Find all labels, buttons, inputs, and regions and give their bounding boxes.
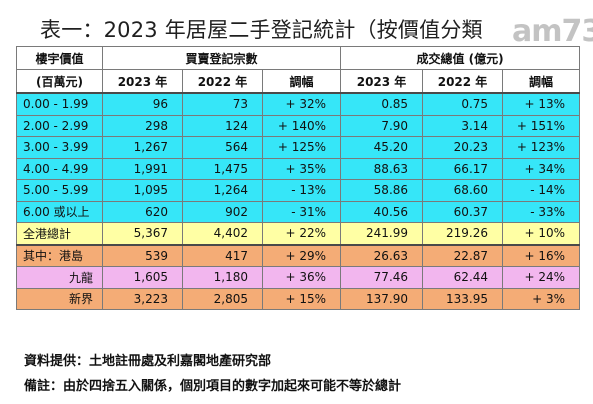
- reg-2023-cell: 298: [102, 114, 183, 137]
- val-2023-cell: 26.63: [340, 244, 424, 267]
- val-change-cell: + 10%: [502, 222, 581, 246]
- row-label: 3.00 - 3.99: [16, 136, 103, 159]
- val-2023-header: 2023 年: [340, 69, 424, 94]
- val-2022-cell: 20.23: [422, 136, 504, 159]
- reg-2023-cell: 1,267: [102, 136, 183, 159]
- reg-2022-cell: 417: [182, 244, 263, 267]
- val-2022-cell: 0.75: [422, 92, 504, 116]
- val-2023-cell: 0.85: [340, 92, 424, 116]
- reg-2022-cell: 902: [182, 200, 263, 223]
- reg-2023-cell: 1,605: [102, 266, 183, 289]
- val-2022-cell: 68.60: [422, 179, 504, 202]
- reg-2023-cell: 1,095: [102, 179, 183, 202]
- val-2022-cell: 219.26: [422, 222, 504, 246]
- row-label: 4.00 - 4.99: [16, 157, 103, 180]
- row-label: 0.00 - 1.99: [16, 92, 103, 116]
- val-change-cell: + 34%: [502, 157, 581, 180]
- val-2023-cell: 45.20: [340, 136, 424, 159]
- reg-change-cell: + 140%: [261, 114, 342, 137]
- val-change-cell: - 33%: [502, 200, 581, 223]
- val-2022-cell: 60.37: [422, 200, 504, 223]
- val-change-cell: - 14%: [502, 179, 581, 202]
- reg-change-header: 調幅: [261, 69, 342, 94]
- reg-2023-cell: 539: [102, 244, 183, 267]
- val-change-header: 調幅: [502, 69, 581, 94]
- reg-change-cell: + 125%: [261, 136, 342, 159]
- table-row: 3.00 - 3.99 1,267 564 + 125% 45.20 20.23…: [16, 136, 581, 159]
- watermark-logo: am730: [512, 14, 593, 49]
- reg-2023-cell: 620: [102, 200, 183, 223]
- row-label: 6.00 或以上: [16, 200, 103, 223]
- val-change-cell: + 123%: [502, 136, 581, 159]
- table-row: 其中：港島 539 417 + 29% 26.63 22.87 + 16%: [16, 244, 581, 267]
- price-band-unit-header: (百萬元): [16, 69, 103, 94]
- price-band-header: 樓宇價值: [16, 46, 103, 70]
- val-2023-cell: 77.46: [340, 266, 424, 289]
- reg-change-cell: + 15%: [261, 287, 342, 310]
- val-2023-cell: 88.63: [340, 157, 424, 180]
- reg-2022-cell: 1,475: [182, 157, 263, 180]
- val-2022-cell: 133.95: [422, 287, 504, 310]
- row-label: 2.00 - 2.99: [16, 114, 103, 137]
- reg-change-cell: + 32%: [261, 92, 342, 116]
- value-group-header: 成交總值 (億元): [340, 46, 581, 70]
- reg-2022-cell: 4,402: [182, 222, 263, 246]
- housing-statistics-table: 樓宇價值 買賣登記宗數 成交總值 (億元) (百萬元) 2023 年 2022 …: [16, 46, 581, 310]
- reg-2023-header: 2023 年: [102, 69, 183, 94]
- reg-change-cell: + 35%: [261, 157, 342, 180]
- header-row-columns: (百萬元) 2023 年 2022 年 調幅 2023 年 2022 年 調幅: [16, 69, 581, 94]
- reg-2022-cell: 124: [182, 114, 263, 137]
- reg-2022-cell: 73: [182, 92, 263, 116]
- reg-2022-header: 2022 年: [182, 69, 263, 94]
- table-row: 新界 3,223 2,805 + 15% 137.90 133.95 + 3%: [16, 287, 581, 310]
- table-row: 6.00 或以上 620 902 - 31% 40.56 60.37 - 33%: [16, 200, 581, 223]
- val-2022-cell: 3.14: [422, 114, 504, 137]
- reg-2023-cell: 5,367: [102, 222, 183, 246]
- header-row-groups: 樓宇價值 買賣登記宗數 成交總值 (億元): [16, 46, 581, 70]
- reg-change-cell: - 13%: [261, 179, 342, 202]
- table-row-total: 全港總計 5,367 4,402 + 22% 241.99 219.26 + 1…: [16, 222, 581, 246]
- val-2023-cell: 137.90: [340, 287, 424, 310]
- reg-2022-cell: 2,805: [182, 287, 263, 310]
- val-2023-cell: 241.99: [340, 222, 424, 246]
- table-row: 2.00 - 2.99 298 124 + 140% 7.90 3.14 + 1…: [16, 114, 581, 137]
- val-2022-header: 2022 年: [422, 69, 504, 94]
- reg-change-cell: - 31%: [261, 200, 342, 223]
- val-2023-cell: 40.56: [340, 200, 424, 223]
- row-label: 其中：港島: [16, 244, 103, 267]
- val-change-cell: + 3%: [502, 287, 581, 310]
- reg-change-cell: + 36%: [261, 266, 342, 289]
- source-note: 資料提供：土地註冊處及利嘉閣地產研究部: [24, 354, 272, 369]
- val-2023-cell: 58.86: [340, 179, 424, 202]
- table-row: 5.00 - 5.99 1,095 1,264 - 13% 58.86 68.6…: [16, 179, 581, 202]
- reg-2023-cell: 3,223: [102, 287, 183, 310]
- row-label: 5.00 - 5.99: [16, 179, 103, 202]
- reg-change-cell: + 29%: [261, 244, 342, 267]
- val-2022-cell: 66.17: [422, 157, 504, 180]
- val-change-cell: + 24%: [502, 266, 581, 289]
- reg-2023-cell: 1,991: [102, 157, 183, 180]
- row-label: 全港總計: [16, 222, 103, 246]
- val-2023-cell: 7.90: [340, 114, 424, 137]
- reg-2022-cell: 1,264: [182, 179, 263, 202]
- remark-note: 備註：由於四捨五入關係，個別項目的數字加起來可能不等於總計: [24, 379, 402, 394]
- val-2022-cell: 62.44: [422, 266, 504, 289]
- reg-2022-cell: 564: [182, 136, 263, 159]
- reg-2022-cell: 1,180: [182, 266, 263, 289]
- reg-2023-cell: 96: [102, 92, 183, 116]
- val-2022-cell: 22.87: [422, 244, 504, 267]
- table-row: 九龍 1,605 1,180 + 36% 77.46 62.44 + 24%: [16, 266, 581, 289]
- row-label: 新界: [16, 287, 103, 310]
- val-change-cell: + 151%: [502, 114, 581, 137]
- table-row: 4.00 - 4.99 1,991 1,475 + 35% 88.63 66.1…: [16, 157, 581, 180]
- table-title: 表一：2023 年居屋二手登記統計（按價值分類: [40, 18, 483, 42]
- val-change-cell: + 16%: [502, 244, 581, 267]
- table-row: 0.00 - 1.99 96 73 + 32% 0.85 0.75 + 13%: [16, 92, 581, 116]
- val-change-cell: + 13%: [502, 92, 581, 116]
- reg-change-cell: + 22%: [261, 222, 342, 246]
- row-label: 九龍: [16, 266, 103, 289]
- registrations-group-header: 買賣登記宗數: [101, 46, 342, 70]
